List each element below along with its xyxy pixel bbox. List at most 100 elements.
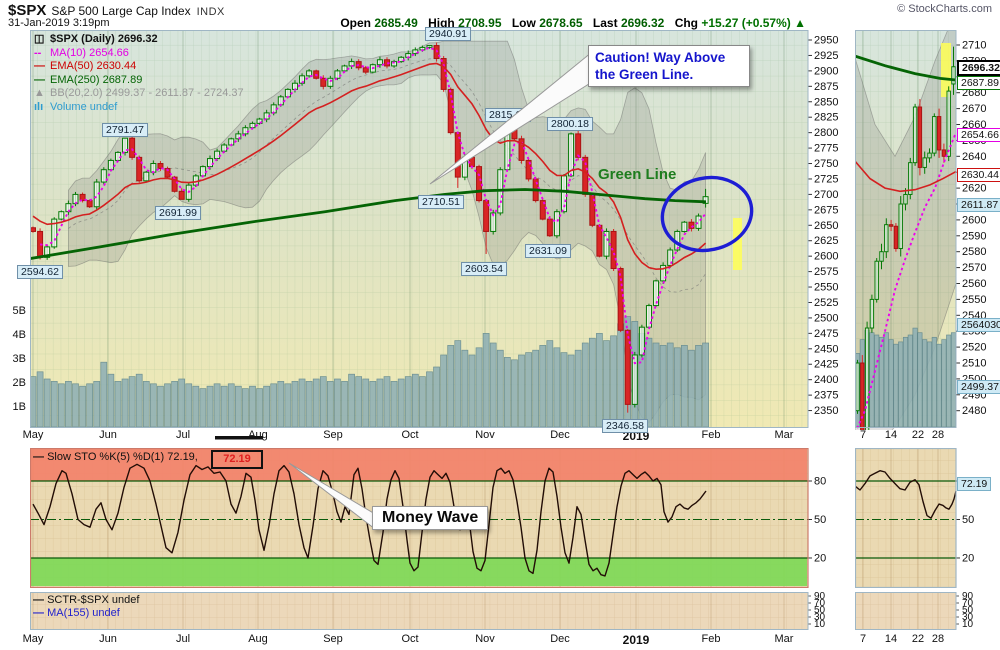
volume-bar xyxy=(681,345,688,428)
volume-bar xyxy=(603,340,610,428)
candlestick xyxy=(426,45,433,48)
y-axis-tick-label: 2525 xyxy=(814,297,838,309)
mini-price-chart: 2710270026902680267026602650264026302620… xyxy=(855,30,986,430)
volume-bar xyxy=(893,343,899,428)
ma10-line xyxy=(855,132,957,430)
panel-grid xyxy=(855,448,956,588)
volume-bar xyxy=(596,333,603,428)
volume-bar xyxy=(447,345,455,428)
volume-bar xyxy=(518,354,525,428)
index-name: S&P 500 Large Cap Index xyxy=(51,4,191,18)
x-axis-label: Mar xyxy=(774,429,794,441)
candlestick xyxy=(553,211,560,237)
price-callout: 2940.91 xyxy=(425,27,471,41)
volume-bar xyxy=(199,388,207,428)
y-axis-tick-label: 2575 xyxy=(814,266,838,278)
candlestick xyxy=(893,225,899,250)
x-axis-label: 2019 xyxy=(622,633,650,647)
volume-bar xyxy=(256,388,263,428)
volume-tick-label: 2B xyxy=(12,377,26,389)
high-label: High xyxy=(428,16,455,30)
sctr-tick-label: 70 xyxy=(962,598,974,609)
ema50-line xyxy=(855,160,957,193)
volume-bar xyxy=(695,345,702,428)
y-axis-tick-label: 2570 xyxy=(962,262,986,274)
volume-bar xyxy=(376,378,384,428)
volume-bar xyxy=(79,385,86,428)
volume-bar xyxy=(950,332,957,428)
volume-bar xyxy=(270,383,278,428)
y-axis-tick-label: 2475 xyxy=(814,328,838,340)
line-icon: — xyxy=(34,73,45,86)
candlestick xyxy=(192,175,199,186)
volume-bar xyxy=(419,376,426,428)
x-axis-label: Aug xyxy=(248,429,268,441)
yellow-highlight-band xyxy=(941,43,951,97)
candlestick xyxy=(136,156,143,182)
volume-bar xyxy=(319,376,327,428)
candlestick xyxy=(681,221,688,232)
legend-item-ema50: — EMA(50) 2630.44 xyxy=(34,60,244,74)
price-axis-tag: 2687.89 xyxy=(957,76,1000,90)
y-axis-tick-label: 2875 xyxy=(814,81,838,93)
stockcharts-copyright-link[interactable]: © StockCharts.com xyxy=(897,3,992,15)
volume-bar xyxy=(489,342,497,428)
bars-icon: ılı xyxy=(34,100,44,113)
main-price-chart: 2950 2925 2900 2875 2850 2825 2800 2775 2750 2725… xyxy=(30,30,838,428)
x-axis-label: Mar xyxy=(774,633,794,645)
open-label: Open xyxy=(340,16,372,30)
candlestick xyxy=(511,124,518,140)
volume-bar xyxy=(341,381,348,428)
candlestick xyxy=(150,163,157,173)
candlestick xyxy=(468,156,475,168)
candlestick xyxy=(249,122,256,129)
volume-bar xyxy=(298,378,306,428)
volume-bar xyxy=(588,337,596,428)
candlestick xyxy=(291,82,298,90)
panel-border xyxy=(30,448,809,588)
panel-grid xyxy=(30,592,808,630)
volume-axis-labels: 5B 4B 3B 2B 1B xyxy=(2,0,26,650)
yellow-highlight-band xyxy=(733,218,742,270)
volume-bar xyxy=(284,383,292,428)
sctr-tick-label: 50 xyxy=(962,605,974,616)
x-axis-label: Sep xyxy=(323,633,343,645)
panel-border xyxy=(30,592,809,630)
stoch-tick-label: 20 xyxy=(814,552,826,564)
volume-tick-label: 3B xyxy=(12,353,26,365)
x-axis-label: 14 xyxy=(884,633,898,645)
high-value: 2708.95 xyxy=(458,16,502,30)
volume-bar xyxy=(666,342,674,428)
candlestick xyxy=(51,218,58,248)
chg-label: Chg xyxy=(674,16,699,30)
legend-item-volume: ılı Volume undef xyxy=(34,101,244,115)
dotted-line-icon: -- xyxy=(34,46,42,59)
x-axis-label: Jul xyxy=(175,633,191,645)
volume-bar xyxy=(888,339,894,428)
candlestick xyxy=(122,137,129,153)
volume-bar xyxy=(496,349,504,428)
y-axis-tick-label: 2775 xyxy=(814,143,838,155)
candlestick xyxy=(306,70,313,77)
volume-bar xyxy=(291,381,299,428)
price-axis-tag: 2499.37 xyxy=(957,380,1000,394)
price-axis-tag: 2654.66 xyxy=(957,128,1000,142)
candlestick xyxy=(908,162,913,195)
volume-bar xyxy=(912,327,918,428)
volume-bar xyxy=(869,332,875,428)
y-axis-tick-label: 2375 xyxy=(814,390,838,402)
x-axis-label: Feb xyxy=(701,633,721,645)
overbought-band xyxy=(31,449,807,481)
price-callout: 2631.09 xyxy=(525,244,571,258)
x-axis-label: May xyxy=(22,633,44,645)
legend-item-bb: ▲ BB(20,2.0) 2499.37 - 2611.87 - 2724.37 xyxy=(34,87,244,101)
volume-bar xyxy=(532,349,540,428)
y-axis-tick-label: 2500 xyxy=(814,312,838,324)
volume-bar xyxy=(426,371,433,428)
volume-bar xyxy=(128,376,136,428)
sctr-tick-label: 30 xyxy=(962,612,974,623)
sctr-tick-label: 70 xyxy=(814,598,826,609)
y-axis-tick-label: 2600 xyxy=(962,214,986,226)
mini-x-axis-days-top: 7 14 22 28 xyxy=(855,429,1000,443)
